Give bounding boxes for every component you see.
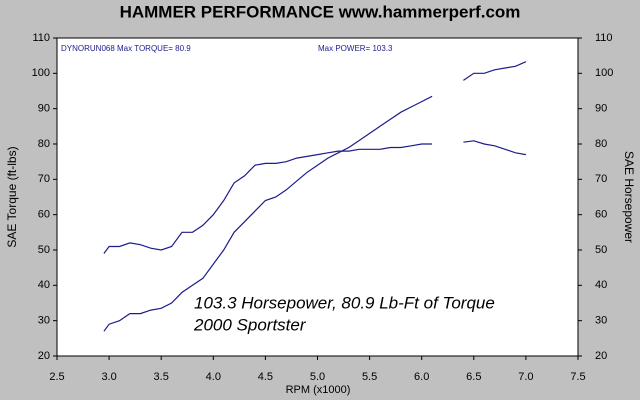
y2-axis-label: SAE Horsepower bbox=[622, 151, 636, 243]
series-line bbox=[103, 61, 527, 332]
x-tick-label: 6.0 bbox=[414, 371, 429, 383]
y-axis-label: SAE Torque (ft-lbs) bbox=[5, 146, 19, 247]
x-tick-label: 5.5 bbox=[362, 371, 377, 383]
y2-tick-label: 40 bbox=[595, 279, 607, 291]
y2-tick-label: 70 bbox=[595, 173, 607, 185]
x-tick-label: 7.0 bbox=[518, 371, 533, 383]
x-tick-label: 5.0 bbox=[310, 371, 325, 383]
y-tick-label: 60 bbox=[38, 209, 50, 221]
y-tick-label: 90 bbox=[38, 103, 50, 115]
plot-area bbox=[56, 37, 579, 357]
y-tick-label: 20 bbox=[38, 350, 50, 362]
y-tick-label: 40 bbox=[38, 279, 50, 291]
x-tick-label: 4.5 bbox=[258, 371, 273, 383]
chart-title: HAMMER PERFORMANCE www.hammerperf.com bbox=[120, 2, 521, 21]
x-tick-label: 6.5 bbox=[466, 371, 481, 383]
y2-tick-label: 100 bbox=[595, 67, 613, 79]
y-tick-label: 70 bbox=[38, 173, 50, 185]
y2-tick-label: 80 bbox=[595, 138, 607, 150]
x-tick-label: 2.5 bbox=[49, 371, 64, 383]
x-tick-label: 7.5 bbox=[570, 371, 585, 383]
x-tick-label: 4.0 bbox=[206, 371, 221, 383]
y2-tick-label: 90 bbox=[595, 103, 607, 115]
y2-tick-label: 30 bbox=[595, 315, 607, 327]
y-tick-label: 50 bbox=[38, 244, 50, 256]
y-tick-label: 100 bbox=[32, 67, 50, 79]
y-tick-label: 110 bbox=[32, 32, 50, 44]
y2-tick-label: 60 bbox=[595, 209, 607, 221]
y2-tick-label: 50 bbox=[595, 244, 607, 256]
y2-tick-label: 20 bbox=[595, 350, 607, 362]
annotation: 2000 Sportster bbox=[193, 315, 307, 334]
x-axis-label: RPM (x1000) bbox=[286, 384, 351, 396]
y2-tick-label: 110 bbox=[595, 32, 613, 44]
annotation: Max POWER= 103.3 bbox=[318, 44, 393, 53]
y-tick-label: 80 bbox=[38, 138, 50, 150]
annotation: DYNORUN068 Max TORQUE= 80.9 bbox=[61, 44, 191, 53]
x-tick-label: 3.5 bbox=[154, 371, 169, 383]
y-tick-label: 30 bbox=[38, 315, 50, 327]
annotation: 103.3 Horsepower, 80.9 Lb-Ft of Torque bbox=[194, 293, 495, 312]
x-tick-label: 3.0 bbox=[101, 371, 116, 383]
series-line bbox=[103, 140, 527, 254]
